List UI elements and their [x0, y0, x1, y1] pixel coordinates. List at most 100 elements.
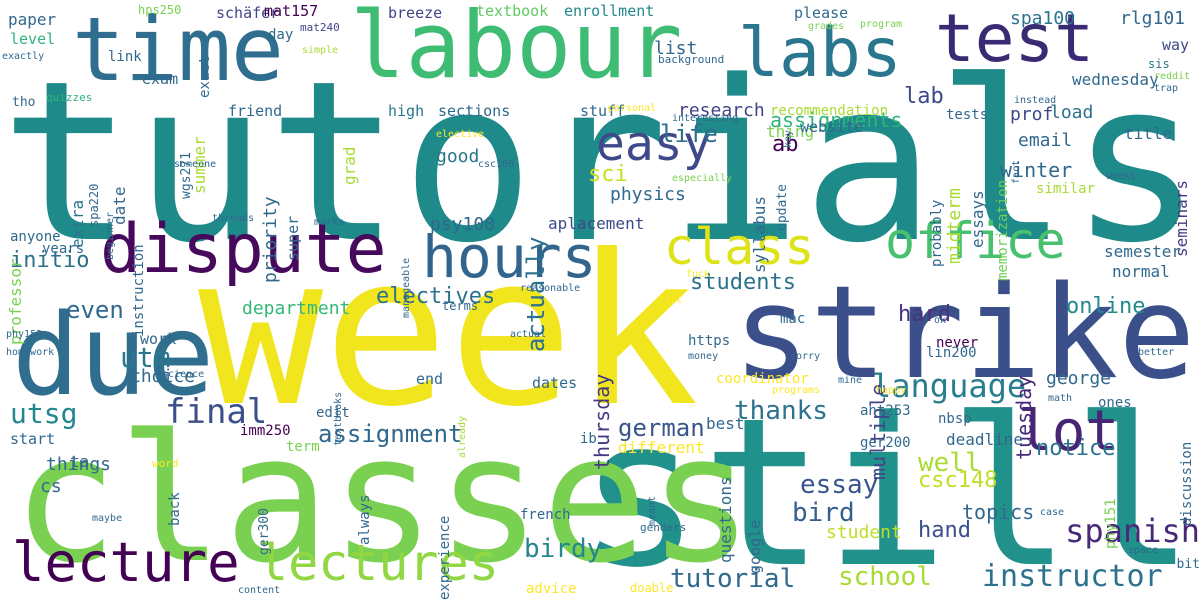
- word: actual: [510, 329, 547, 340]
- word: george: [1046, 368, 1112, 389]
- word: programs: [772, 385, 821, 396]
- word: hard: [898, 302, 951, 327]
- word: assignments: [770, 108, 903, 132]
- word: topics: [962, 500, 1035, 524]
- word: day: [268, 27, 294, 43]
- word: trap: [1154, 83, 1179, 94]
- word: key: [783, 129, 794, 148]
- word: ta: [70, 452, 90, 471]
- word: end: [416, 370, 444, 388]
- word: questions: [716, 476, 735, 563]
- word: simple: [302, 45, 339, 56]
- word: school: [838, 562, 932, 592]
- word: homework: [6, 347, 55, 358]
- word: nbsp: [938, 411, 972, 427]
- word: office: [885, 212, 1066, 270]
- word: deadline: [946, 430, 1024, 449]
- word: dates: [532, 374, 578, 392]
- word: mat157: [264, 2, 319, 20]
- word: probably: [929, 199, 945, 267]
- word: utm: [120, 341, 171, 374]
- word: space: [1128, 545, 1159, 556]
- word: multiple: [866, 383, 890, 480]
- word: rlg101: [1120, 8, 1186, 29]
- word: weeks: [1106, 171, 1137, 182]
- word: wednesday: [1072, 70, 1159, 89]
- word: lot: [1018, 399, 1120, 464]
- word: birdy: [524, 534, 603, 564]
- word: already: [457, 415, 468, 458]
- word: mac: [780, 311, 806, 327]
- word: coordinator: [716, 371, 809, 387]
- word: research: [678, 100, 765, 121]
- word: notice: [1036, 436, 1116, 461]
- word: level: [10, 30, 56, 48]
- word: recommendation: [770, 103, 889, 119]
- word: word: [152, 457, 179, 470]
- word: textbook: [476, 2, 549, 20]
- word: priority: [260, 196, 281, 283]
- word: content: [238, 585, 281, 596]
- word: memorization: [995, 179, 1011, 281]
- word: back: [167, 492, 183, 526]
- word: winter: [1000, 158, 1073, 182]
- word: fuck: [686, 269, 711, 280]
- word: ab: [772, 132, 799, 157]
- word: start: [10, 430, 56, 448]
- word: especially: [672, 173, 733, 184]
- word: psy100: [430, 214, 496, 235]
- word: bit: [1176, 557, 1200, 572]
- word: exactly: [2, 51, 45, 62]
- word: different: [618, 438, 705, 457]
- word: hand: [918, 518, 971, 543]
- word: electives: [376, 284, 496, 309]
- word: work: [140, 330, 177, 348]
- word: instruction: [131, 244, 147, 337]
- word: high: [388, 102, 425, 120]
- word: physics: [610, 184, 686, 205]
- word: threads: [212, 213, 255, 224]
- word: csc148: [918, 468, 998, 493]
- word: test: [935, 0, 1094, 77]
- word: lin200: [926, 345, 977, 361]
- word: due: [12, 291, 215, 421]
- word: ger200: [860, 435, 911, 451]
- word: schäfer: [216, 4, 280, 22]
- word: lab: [904, 84, 944, 109]
- word: essays: [968, 190, 987, 248]
- word: lectures: [258, 534, 499, 592]
- word: phy152: [6, 329, 43, 340]
- word: lecture: [12, 531, 240, 594]
- word: labs: [738, 14, 902, 93]
- word: thursday: [590, 373, 614, 470]
- word: quizzes: [46, 91, 93, 104]
- word: students: [690, 270, 796, 295]
- word: syllabus: [750, 195, 769, 273]
- word: experience: [437, 515, 453, 600]
- word: sci: [588, 162, 628, 187]
- word: good: [436, 146, 480, 167]
- word: bird: [792, 498, 855, 528]
- word: doable: [630, 581, 674, 595]
- word: years: [42, 241, 85, 257]
- word: sections: [438, 102, 511, 120]
- word: website: [800, 118, 864, 136]
- word: imm250: [240, 423, 291, 439]
- word: tho: [12, 95, 36, 110]
- word: manageable: [401, 257, 412, 318]
- word: google: [746, 519, 764, 574]
- word: exact: [197, 55, 213, 98]
- word: grades: [808, 21, 845, 32]
- word: meant: [647, 495, 658, 526]
- word: language: [872, 367, 1027, 405]
- word: spa220: [87, 183, 101, 227]
- word: reasonable: [520, 283, 581, 294]
- word: classes: [12, 397, 754, 600]
- word: program: [860, 19, 903, 30]
- word: cs: [40, 476, 62, 497]
- word: case: [1040, 507, 1065, 518]
- word: term: [286, 439, 320, 455]
- word: initio: [10, 248, 90, 273]
- word: sorry: [790, 351, 821, 362]
- word: science: [162, 369, 205, 380]
